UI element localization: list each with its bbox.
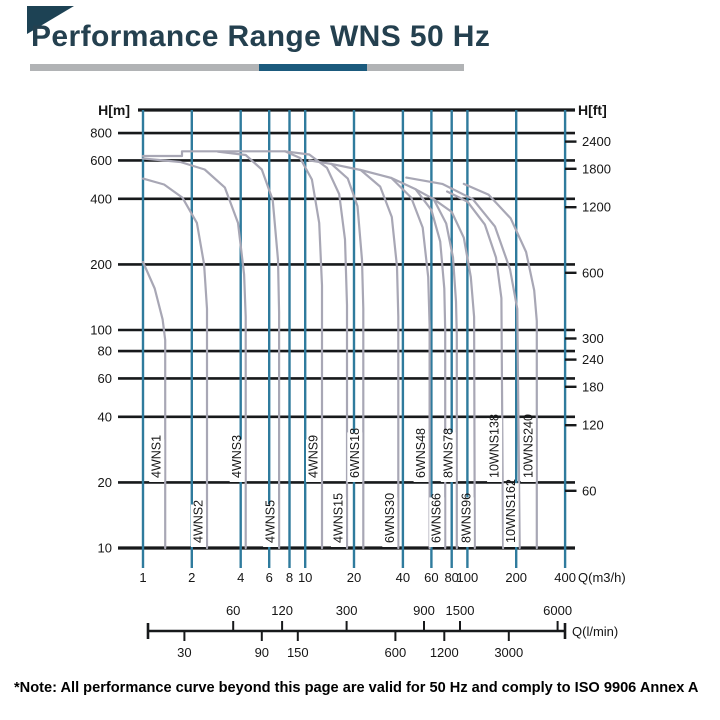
pump-curve-6WNS66 — [390, 176, 447, 550]
pump-curve-6WNS30 — [330, 162, 400, 550]
y-tick-left-60: 60 — [98, 371, 112, 386]
x-tick-80: 80 — [444, 570, 458, 585]
pump-curve-8WNS96 — [432, 198, 476, 550]
pump-label-bg-6WNS66 — [429, 497, 445, 547]
title-underline-bar — [30, 64, 464, 71]
y-tick-left-10: 10 — [98, 541, 112, 556]
lmin-label-300: 300 — [336, 603, 358, 618]
footnote: *Note: All performance curve beyond this… — [14, 680, 699, 696]
pump-label-4WNS2: 4WNS2 — [192, 500, 206, 543]
y-tick-right-2400: 2400 — [582, 134, 611, 149]
pump-label-bg-6WNS18 — [347, 432, 363, 482]
pump-label-bg-4WNS15 — [331, 497, 346, 547]
x-tick-2: 2 — [188, 570, 195, 585]
y-tick-left-200: 200 — [90, 257, 112, 272]
pump-label-bg-8WNS96 — [458, 497, 474, 547]
pump-curve-4WNS2 — [141, 177, 209, 550]
lmin-label-150: 150 — [287, 645, 309, 660]
pump-label-bg-10WNS138 — [487, 418, 503, 482]
y-tick-right-60: 60 — [582, 483, 596, 498]
pump-label-10WNS240: 10WNS240 — [521, 414, 535, 478]
y-axis-right-title: H[ft] — [578, 102, 607, 118]
pump-curve-4WNS3 — [141, 157, 247, 550]
lmin-axis-unit: Q(l/min) — [572, 624, 618, 639]
pump-label-4WNS9: 4WNS9 — [307, 435, 321, 478]
x-tick-10: 10 — [298, 570, 312, 585]
pump-label-4WNS15: 4WNS15 — [332, 493, 346, 543]
x-tick-60: 60 — [424, 570, 438, 585]
pump-curve-10WNS162 — [405, 176, 521, 550]
lmin-label-90: 90 — [255, 645, 269, 660]
lmin-label-1500: 1500 — [446, 603, 475, 618]
y-tick-left-400: 400 — [90, 191, 112, 206]
pump-label-bg-6WNS48 — [413, 432, 429, 482]
pump-curve-4WNS9 — [141, 150, 324, 550]
y-tick-right-1200: 1200 — [582, 200, 611, 215]
x-axis-unit: Q(m3/h) — [578, 570, 626, 585]
pump-label-bg-4WNS9 — [306, 439, 321, 482]
y-tick-left-600: 600 — [90, 153, 112, 168]
y-tick-left-800: 800 — [90, 126, 112, 141]
y-tick-left-100: 100 — [90, 323, 112, 338]
y-tick-right-300: 300 — [582, 331, 604, 346]
pump-label-bg-10WNS240 — [520, 418, 536, 482]
pump-label-bg-10WNS162 — [503, 483, 519, 547]
y-tick-right-600: 600 — [582, 265, 604, 280]
pump-curve-4WNS5 — [216, 150, 281, 550]
x-tick-100: 100 — [457, 570, 479, 585]
x-tick-400: 400 — [554, 570, 576, 585]
pump-label-bg-4WNS1 — [149, 439, 165, 482]
lmin-label-1200: 1200 — [430, 645, 459, 660]
pump-label-6WNS66: 6WNS66 — [430, 493, 444, 543]
y-tick-right-1800: 1800 — [582, 161, 611, 176]
lmin-label-3000: 3000 — [494, 645, 523, 660]
pump-label-bg-8WNS78 — [440, 432, 456, 482]
x-tick-6: 6 — [266, 570, 273, 585]
x-tick-40: 40 — [396, 570, 410, 585]
lmin-label-6000: 6000 — [543, 603, 572, 618]
page-title: Performance Range WNS 50 Hz — [31, 20, 491, 53]
y-tick-left-20: 20 — [98, 475, 112, 490]
x-tick-1: 1 — [139, 570, 146, 585]
pump-label-8WNS78: 8WNS78 — [441, 428, 455, 478]
lmin-label-60: 60 — [226, 603, 240, 618]
y-tick-right-240: 240 — [582, 352, 604, 367]
pump-curve-4WNS1 — [141, 260, 167, 550]
pump-label-6WNS30: 6WNS30 — [383, 493, 397, 543]
pump-label-4WNS1: 4WNS1 — [150, 435, 164, 478]
x-tick-200: 200 — [505, 570, 527, 585]
lmin-label-900: 900 — [413, 603, 435, 618]
pump-curve-4WNS15 — [283, 150, 349, 550]
pump-label-4WNS5: 4WNS5 — [264, 500, 278, 543]
lmin-label-600: 600 — [385, 645, 407, 660]
y-tick-left-80: 80 — [98, 344, 112, 359]
pump-label-4WNS3: 4WNS3 — [230, 435, 244, 478]
pump-label-6WNS18: 6WNS18 — [348, 428, 362, 478]
x-tick-20: 20 — [347, 570, 361, 585]
title-underline-accent — [259, 64, 367, 71]
pump-curve-6WNS48 — [359, 168, 431, 550]
x-tick-8: 8 — [286, 570, 293, 585]
pump-label-10WNS162: 10WNS162 — [504, 479, 518, 543]
y-tick-left-40: 40 — [98, 409, 112, 424]
pump-label-bg-6WNS30 — [382, 497, 398, 547]
y-axis-left-title: H[m] — [98, 102, 130, 118]
y-tick-right-120: 120 — [582, 418, 604, 433]
pump-label-6WNS48: 6WNS48 — [414, 428, 428, 478]
pump-curve-10WNS240 — [462, 182, 538, 550]
lmin-label-30: 30 — [177, 645, 191, 660]
pump-curve-10WNS138 — [446, 190, 505, 550]
pump-label-8WNS96: 8WNS96 — [459, 493, 473, 543]
lmin-label-120: 120 — [271, 603, 293, 618]
pump-label-bg-4WNS2 — [191, 504, 206, 547]
pump-label-10WNS138: 10WNS138 — [488, 414, 502, 478]
x-tick-4: 4 — [237, 570, 244, 585]
pump-label-bg-4WNS3 — [229, 439, 245, 482]
y-tick-right-180: 180 — [582, 379, 604, 394]
pump-label-bg-4WNS5 — [263, 504, 279, 547]
